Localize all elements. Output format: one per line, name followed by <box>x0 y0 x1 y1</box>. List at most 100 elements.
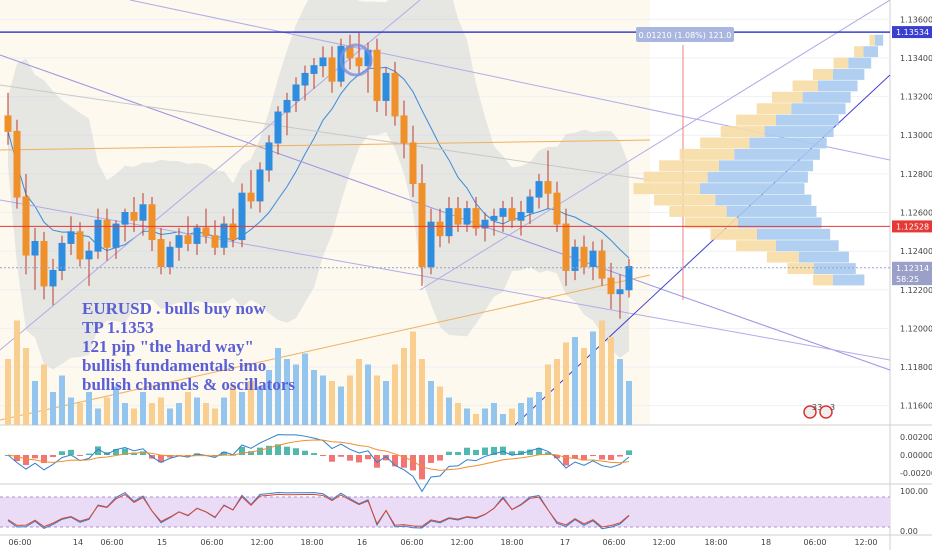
candle[interactable] <box>49 258 57 306</box>
macd-histogram-bar <box>599 455 605 460</box>
candle[interactable] <box>121 208 129 242</box>
candle[interactable] <box>508 197 516 228</box>
price-tag-label: 1.12314 <box>896 264 929 273</box>
candle[interactable] <box>139 193 147 236</box>
candle[interactable] <box>94 208 102 259</box>
stoch-band <box>0 497 890 527</box>
macd-histogram-bar <box>140 451 146 455</box>
candle[interactable] <box>85 241 93 286</box>
event-marker-2[interactable] <box>819 405 833 419</box>
trend-line-5[interactable] <box>419 0 891 291</box>
candle[interactable] <box>67 216 75 255</box>
price-axis[interactable]: 1.13600 1.13400 1.13200 1.13000 1.12800 1.126… <box>900 15 932 410</box>
candle[interactable] <box>517 200 525 236</box>
macd-histogram-bar <box>68 449 74 455</box>
candle[interactable] <box>490 208 498 236</box>
candle[interactable] <box>247 170 255 209</box>
candle[interactable] <box>400 100 408 159</box>
candle[interactable] <box>445 197 453 244</box>
candle[interactable] <box>382 67 390 116</box>
candle[interactable] <box>553 181 561 232</box>
volume-bar <box>464 408 470 425</box>
candle[interactable] <box>4 92 12 145</box>
volume-profile-bar <box>787 263 814 274</box>
volume-bar <box>329 381 335 425</box>
candle[interactable] <box>355 32 363 74</box>
event-marker-1[interactable] <box>803 405 817 419</box>
candle[interactable] <box>571 239 579 281</box>
candle[interactable] <box>256 162 264 213</box>
candle[interactable] <box>481 212 489 242</box>
candle[interactable] <box>13 119 21 209</box>
candle[interactable] <box>274 106 282 155</box>
event-marker-2-count: 3 <box>830 403 835 412</box>
candle[interactable] <box>301 65 309 101</box>
volume-profile-bar <box>776 240 839 252</box>
candle[interactable] <box>76 222 84 267</box>
candle[interactable] <box>418 164 426 286</box>
macd-histogram-bar <box>626 450 632 455</box>
candle[interactable] <box>40 231 48 300</box>
candle[interactable] <box>472 197 480 236</box>
candle[interactable] <box>157 227 165 275</box>
annotation-line-3: 121 pip "the hard way" <box>82 337 254 356</box>
candle[interactable] <box>427 208 435 275</box>
candle[interactable] <box>103 208 111 261</box>
volume-bar <box>221 397 227 425</box>
candle[interactable] <box>625 258 633 298</box>
candle[interactable] <box>193 224 201 255</box>
trend-line-1[interactable] <box>0 54 891 371</box>
candle[interactable] <box>616 274 624 319</box>
volume-bar <box>230 386 236 425</box>
candle[interactable] <box>310 57 318 89</box>
trend-line-7[interactable] <box>0 274 651 421</box>
candle[interactable] <box>544 150 552 209</box>
candle[interactable] <box>148 197 156 252</box>
candle[interactable] <box>265 135 273 182</box>
candle[interactable] <box>31 227 39 290</box>
volume-bar <box>122 403 128 425</box>
candle[interactable] <box>184 216 192 252</box>
time-tick-label: 06:00 <box>100 538 123 547</box>
volume-bar <box>347 375 353 425</box>
macd-histogram-bar <box>509 451 515 455</box>
candle[interactable] <box>283 92 291 136</box>
candle[interactable] <box>373 38 381 113</box>
stoch-d-line <box>7 493 630 528</box>
price-tick-label: 1.13200 <box>900 93 932 102</box>
candle[interactable] <box>526 189 534 225</box>
macd-histogram-bar <box>248 451 254 455</box>
macd-histogram-bar <box>527 449 533 455</box>
candle[interactable] <box>166 241 174 275</box>
candle[interactable] <box>409 125 417 198</box>
time-axis[interactable]: 06:00 14 06:00 15 06:00 12:00 18:00 16 06:00 12:0… <box>8 538 877 547</box>
candle[interactable] <box>175 227 183 261</box>
candle[interactable] <box>598 239 606 286</box>
candle[interactable] <box>292 77 300 113</box>
candle[interactable] <box>58 235 66 281</box>
candle[interactable] <box>607 262 615 310</box>
candle[interactable] <box>220 216 228 255</box>
event-markers: 33 3 <box>803 403 835 419</box>
volume-profile-bar <box>734 148 820 160</box>
measure-label-text: 0.01210 (1.08%) 121.0 <box>639 31 732 40</box>
price-tag <box>892 26 932 39</box>
trend-line-8[interactable] <box>0 84 651 181</box>
candle[interactable] <box>391 61 399 126</box>
volume-bar <box>185 392 191 425</box>
candle[interactable] <box>589 241 597 281</box>
price-tick-label: 1.12800 <box>900 170 932 179</box>
trend-line-6[interactable] <box>0 139 651 151</box>
candle[interactable] <box>562 208 570 286</box>
candle[interactable] <box>319 46 327 78</box>
volume-bar <box>203 403 209 425</box>
candle[interactable] <box>328 46 336 93</box>
volume-profile-bar <box>792 80 818 92</box>
candle[interactable] <box>229 208 237 248</box>
macd-histogram-bar <box>32 455 38 459</box>
candle[interactable] <box>238 183 246 248</box>
candle[interactable] <box>436 208 444 248</box>
candle[interactable] <box>535 173 543 209</box>
volume-profile-bar <box>833 69 865 80</box>
